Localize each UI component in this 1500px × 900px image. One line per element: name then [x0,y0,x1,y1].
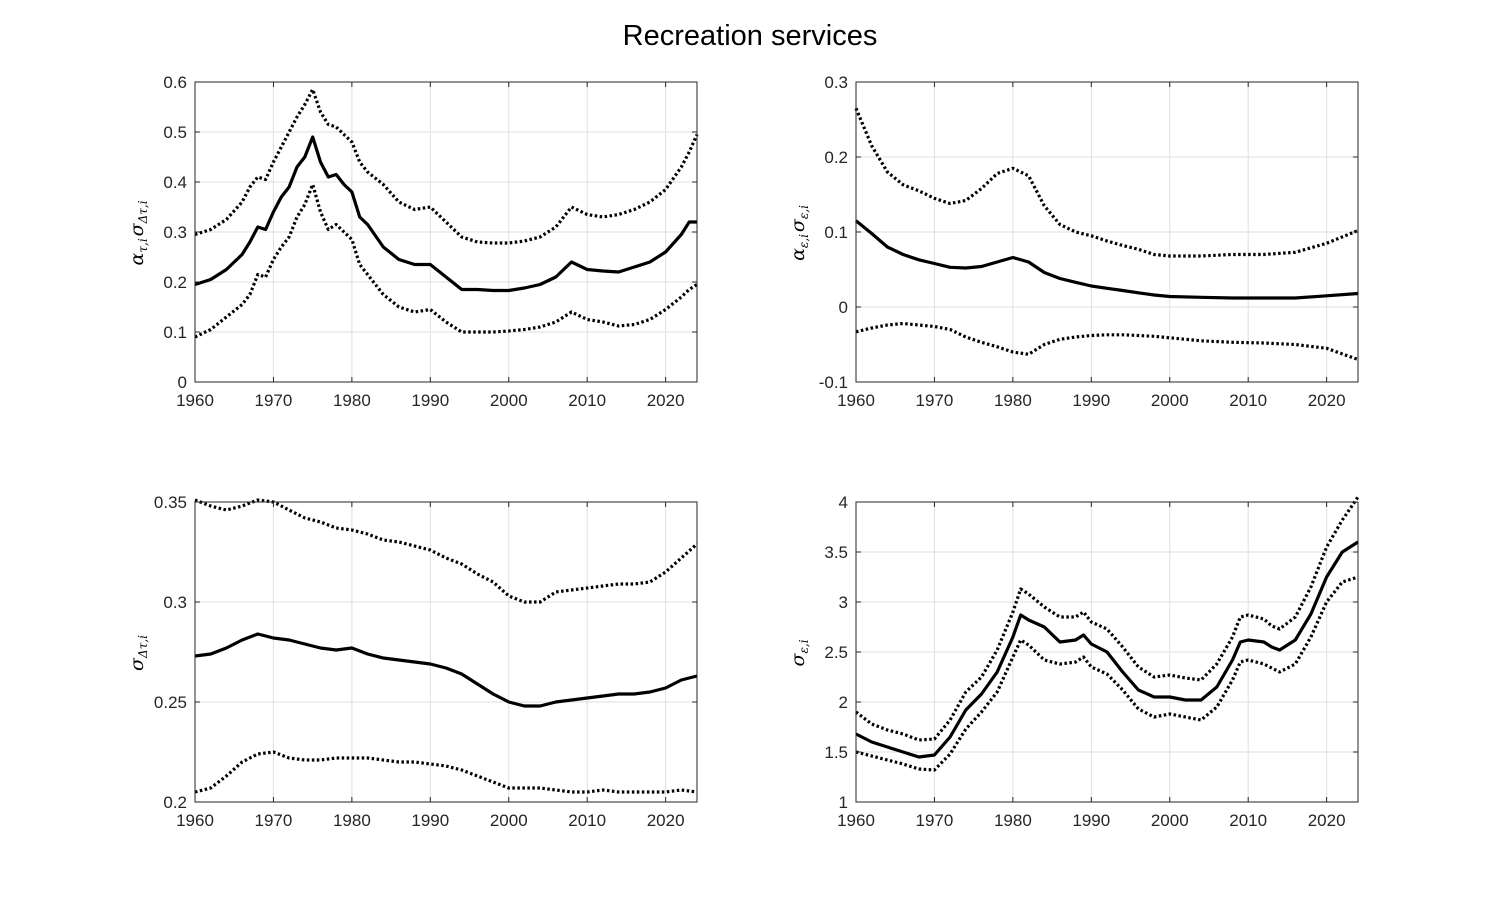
x-tick-label: 2000 [1151,391,1189,410]
y-tick-label: 0.5 [163,123,187,142]
series-estimate-line [194,135,697,293]
x-tick-label: 2020 [647,811,685,830]
series-band-line [855,321,1359,362]
y-tick-label: 1 [839,793,848,812]
page-title: Recreation services [622,20,878,52]
y-tick-label: -0.1 [819,373,848,392]
series-band-line [194,750,698,794]
x-tick-label: 1980 [994,391,1032,410]
panel-sigma-dtau: 1960 1970 1980 1990 2000 2010 2020 0.2 0.25 0.3 0.… [126,493,699,830]
x-tick-label: 1960 [837,391,875,410]
x-tick-label: 1970 [916,811,954,830]
y-tick-label: 0 [839,298,848,317]
y-tick-label: 3 [839,593,848,612]
axes-box [194,501,698,803]
y-axis-label: σε,i [787,638,811,667]
y-tick-label: 0.35 [154,493,187,512]
y-tick-label: 0.1 [163,323,187,342]
x-tick-label: 1960 [176,811,214,830]
series-band-line [855,575,1359,772]
x-tick-label: 2010 [1229,811,1267,830]
x-tick-label: 2010 [1229,391,1267,410]
series-band-line [854,107,1359,258]
y-tick-label: 0.6 [163,73,187,92]
x-tick-label: 1980 [333,811,371,830]
y-axis-label: αε,i σε,i [787,203,811,261]
y-tick-label: 0.3 [163,223,187,242]
y-tick-label: 0.2 [163,793,187,812]
y-tick-label: 0.1 [824,223,848,242]
y-tick-label: 0.4 [163,173,187,192]
x-tick-label: 2000 [490,811,528,830]
x-tick-label: 2000 [490,391,528,410]
series-estimate-line [194,632,698,708]
x-tick-label: 1990 [411,391,449,410]
y-axis-label: σΔτ,i [126,633,150,671]
series-estimate-line [855,540,1359,759]
panel-alpha-eps: 1960 1970 1980 1990 2000 2010 2020 -0.1 0 0.1 0.2 0… [787,73,1359,410]
panel-sigma-eps: 1960 1970 1980 1990 2000 2010 2020 1 1.5 2 2.5 3 3.5… [787,493,1360,830]
panel-alpha-tau: 1960 1970 1980 1990 2000 2010 2020 0 0.1 0.2 0.3 0.… [126,73,699,410]
x-tick-label: 1990 [1072,391,1110,410]
series-estimate-line [854,219,1359,300]
x-tick-label: 1990 [411,811,449,830]
series-band-line [194,182,698,339]
x-tick-label: 1980 [333,391,371,410]
series-band-line [194,87,699,245]
x-tick-label: 2010 [568,811,606,830]
x-tick-label: 2010 [568,391,606,410]
x-tick-label: 1960 [176,391,214,410]
x-tick-label: 2020 [647,391,685,410]
y-tick-label: 4 [839,493,848,512]
x-tick-label: 1970 [255,811,293,830]
x-tick-label: 2020 [1308,811,1346,830]
y-tick-label: 2 [839,693,848,712]
y-tick-label: 0.2 [163,273,187,292]
x-tick-label: 1970 [255,391,293,410]
x-tick-label: 2000 [1151,811,1189,830]
y-tick-label: 3.5 [824,543,848,562]
x-tick-label: 2020 [1308,391,1346,410]
y-tick-label: 2.5 [824,643,848,662]
y-tick-label: 1.5 [824,743,848,762]
plot-area [195,502,697,802]
x-tick-label: 1980 [994,811,1032,830]
y-axis-label: ατ,i σΔτ,i [126,199,150,266]
y-tick-label: 0.3 [163,593,187,612]
x-tick-label: 1990 [1072,811,1110,830]
x-tick-label: 1960 [837,811,875,830]
y-tick-label: 0 [178,373,187,392]
x-tick-label: 1970 [916,391,954,410]
y-tick-label: 0.2 [824,148,848,167]
y-tick-label: 0.25 [154,693,187,712]
y-tick-label: 0.3 [824,73,848,92]
